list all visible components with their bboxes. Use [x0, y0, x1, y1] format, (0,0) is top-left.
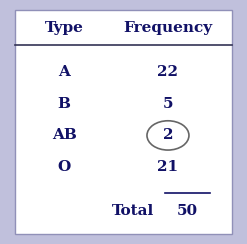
Text: 2: 2: [163, 128, 173, 142]
FancyBboxPatch shape: [15, 10, 232, 234]
Text: 50: 50: [177, 204, 198, 218]
Text: Total: Total: [112, 204, 155, 218]
Text: AB: AB: [52, 128, 77, 142]
Text: Type: Type: [45, 21, 84, 35]
Text: B: B: [58, 97, 71, 111]
Text: 22: 22: [157, 65, 179, 79]
Text: A: A: [58, 65, 70, 79]
Text: O: O: [58, 160, 71, 174]
Text: 5: 5: [163, 97, 173, 111]
Text: 21: 21: [157, 160, 179, 174]
Text: Frequency: Frequency: [124, 21, 212, 35]
